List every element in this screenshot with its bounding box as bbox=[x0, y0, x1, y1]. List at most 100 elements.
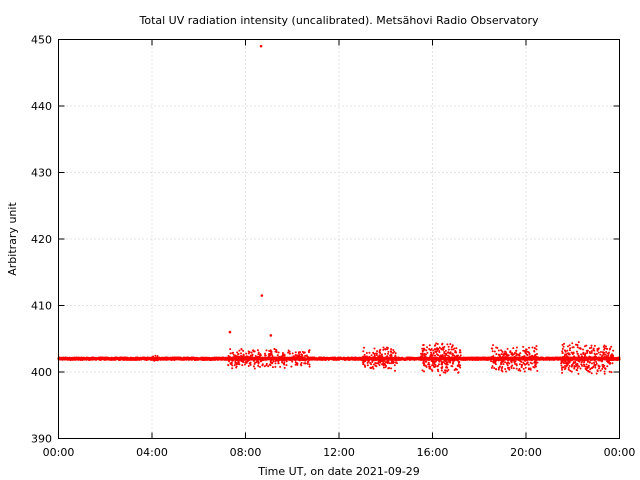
data-point bbox=[420, 356, 423, 359]
data-point bbox=[458, 361, 461, 364]
data-point bbox=[433, 361, 436, 364]
data-point bbox=[239, 358, 242, 361]
data-point bbox=[572, 362, 575, 365]
data-point bbox=[566, 345, 569, 348]
data-point bbox=[281, 361, 284, 364]
data-point bbox=[590, 344, 593, 347]
data-point bbox=[512, 347, 515, 350]
data-point bbox=[368, 351, 371, 354]
data-point bbox=[527, 368, 530, 371]
data-point bbox=[422, 364, 425, 367]
data-point bbox=[502, 363, 505, 366]
data-point bbox=[390, 362, 393, 365]
data-point bbox=[370, 354, 373, 357]
data-point bbox=[365, 351, 368, 354]
data-point bbox=[457, 354, 460, 357]
data-point bbox=[242, 349, 245, 352]
data-point bbox=[421, 369, 424, 372]
data-point bbox=[532, 357, 535, 360]
data-point bbox=[257, 351, 260, 354]
data-point bbox=[253, 367, 256, 370]
y-tick-label: 400 bbox=[31, 366, 52, 379]
data-point bbox=[515, 367, 518, 370]
data-point bbox=[590, 351, 593, 354]
data-point bbox=[271, 354, 274, 357]
data-point bbox=[500, 363, 503, 366]
data-point bbox=[367, 357, 370, 360]
data-point bbox=[610, 371, 613, 374]
data-point bbox=[283, 363, 286, 366]
data-point bbox=[445, 362, 448, 365]
data-point bbox=[563, 359, 566, 362]
data-point bbox=[444, 349, 447, 352]
data-point bbox=[447, 368, 450, 371]
data-point bbox=[240, 348, 243, 350]
data-point bbox=[235, 361, 238, 364]
data-point bbox=[583, 359, 586, 362]
data-point bbox=[525, 359, 528, 362]
data-point bbox=[574, 358, 577, 360]
data-point bbox=[513, 358, 516, 361]
data-point bbox=[518, 358, 521, 361]
data-point bbox=[386, 355, 389, 358]
data-point bbox=[381, 363, 384, 366]
data-point bbox=[515, 349, 518, 352]
data-point bbox=[563, 368, 566, 371]
data-point bbox=[243, 363, 246, 366]
data-point bbox=[498, 358, 501, 361]
data-point bbox=[500, 349, 503, 352]
data-point bbox=[500, 367, 503, 370]
data-point bbox=[386, 346, 389, 349]
data-point bbox=[589, 352, 592, 355]
data-point bbox=[425, 349, 428, 352]
data-point bbox=[390, 348, 393, 351]
data-point bbox=[607, 357, 610, 360]
data-point bbox=[457, 363, 460, 366]
data-point bbox=[605, 345, 608, 348]
data-point bbox=[581, 364, 584, 367]
data-point bbox=[259, 357, 262, 360]
data-point bbox=[584, 354, 587, 357]
data-point bbox=[535, 357, 538, 360]
data-point bbox=[443, 345, 446, 348]
data-point bbox=[591, 362, 593, 365]
data-point bbox=[495, 353, 498, 356]
data-point bbox=[285, 360, 288, 363]
data-point bbox=[592, 347, 595, 350]
data-point bbox=[438, 360, 441, 363]
data-point bbox=[378, 355, 381, 358]
data-point bbox=[265, 349, 268, 352]
data-point bbox=[583, 365, 586, 368]
data-point bbox=[428, 347, 431, 350]
data-point bbox=[459, 349, 462, 352]
data-point bbox=[388, 362, 391, 365]
data-point bbox=[567, 366, 570, 369]
data-point bbox=[564, 364, 567, 367]
data-point bbox=[606, 365, 609, 368]
data-point bbox=[154, 354, 157, 357]
data-point bbox=[375, 352, 378, 355]
y-tick-label: 430 bbox=[31, 167, 52, 180]
data-point bbox=[603, 344, 606, 347]
data-point bbox=[274, 357, 277, 360]
data-point bbox=[300, 356, 303, 359]
data-point bbox=[446, 354, 449, 357]
data-point bbox=[596, 370, 599, 373]
data-point bbox=[596, 349, 599, 352]
data-point bbox=[599, 350, 602, 353]
data-point bbox=[440, 355, 443, 358]
data-point bbox=[304, 358, 307, 361]
y-tick-label: 420 bbox=[31, 233, 52, 246]
data-point bbox=[393, 364, 396, 367]
data-point bbox=[568, 349, 571, 352]
data-point bbox=[285, 364, 288, 367]
data-point bbox=[533, 360, 536, 363]
data-point bbox=[234, 356, 237, 359]
data-point bbox=[238, 355, 241, 358]
data-point bbox=[533, 347, 536, 350]
data-point bbox=[378, 364, 381, 367]
data-point bbox=[561, 357, 564, 360]
data-point bbox=[490, 366, 493, 369]
data-point bbox=[506, 364, 509, 367]
